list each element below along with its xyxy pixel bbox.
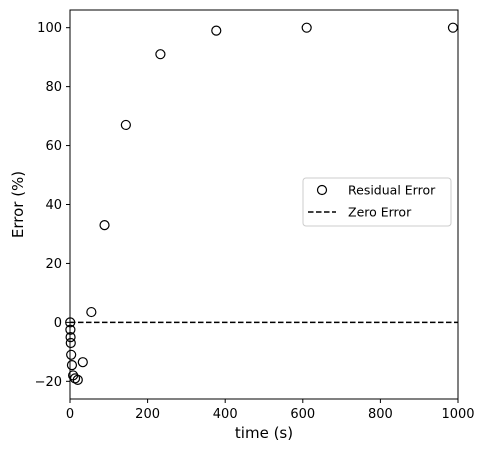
axis-ticks: 0 200 400 600 800 1000 −20 0 20 40 60 80 100: [35, 21, 475, 422]
x-tick-label: 400: [213, 407, 238, 422]
data-point: [99, 220, 110, 231]
data-point: [155, 49, 166, 60]
legend: Residual Error Zero Error: [302, 177, 452, 227]
y-tick-label: 60: [45, 139, 62, 154]
data-point: [65, 337, 76, 349]
x-tick-label: 200: [135, 407, 160, 422]
data-point: [66, 349, 77, 360]
plot-frame: [69, 9, 459, 400]
legend-label-residual-error: Residual Error: [348, 183, 436, 198]
y-tick-label: 80: [45, 80, 62, 95]
data-point: [69, 373, 81, 384]
y-tick-label: 20: [45, 257, 62, 272]
data-point: [72, 374, 83, 385]
legend-marker-residual-error: [316, 184, 328, 196]
y-tick-label: −20: [35, 375, 62, 390]
data-point: [211, 25, 222, 36]
x-tick-label: 0: [66, 407, 74, 422]
data-point: [86, 306, 97, 318]
x-axis-label: time (s): [235, 424, 293, 442]
data-point: [77, 357, 88, 368]
y-axis-label: Error (%): [9, 171, 27, 238]
data-point: [447, 22, 459, 33]
x-tick-label: 600: [290, 407, 315, 422]
legend-box: [302, 177, 452, 227]
y-tick-label: 40: [45, 198, 62, 213]
data-point: [66, 360, 78, 371]
legend-label-zero-error: Zero Error: [348, 205, 412, 220]
data-point: [301, 22, 312, 33]
data-point: [65, 332, 76, 343]
data-point: [120, 119, 131, 131]
x-tick-label: 800: [368, 407, 393, 422]
x-tick-label: 1000: [441, 407, 474, 422]
y-tick-label: 0: [54, 316, 62, 331]
y-tick-label: 100: [37, 21, 62, 36]
